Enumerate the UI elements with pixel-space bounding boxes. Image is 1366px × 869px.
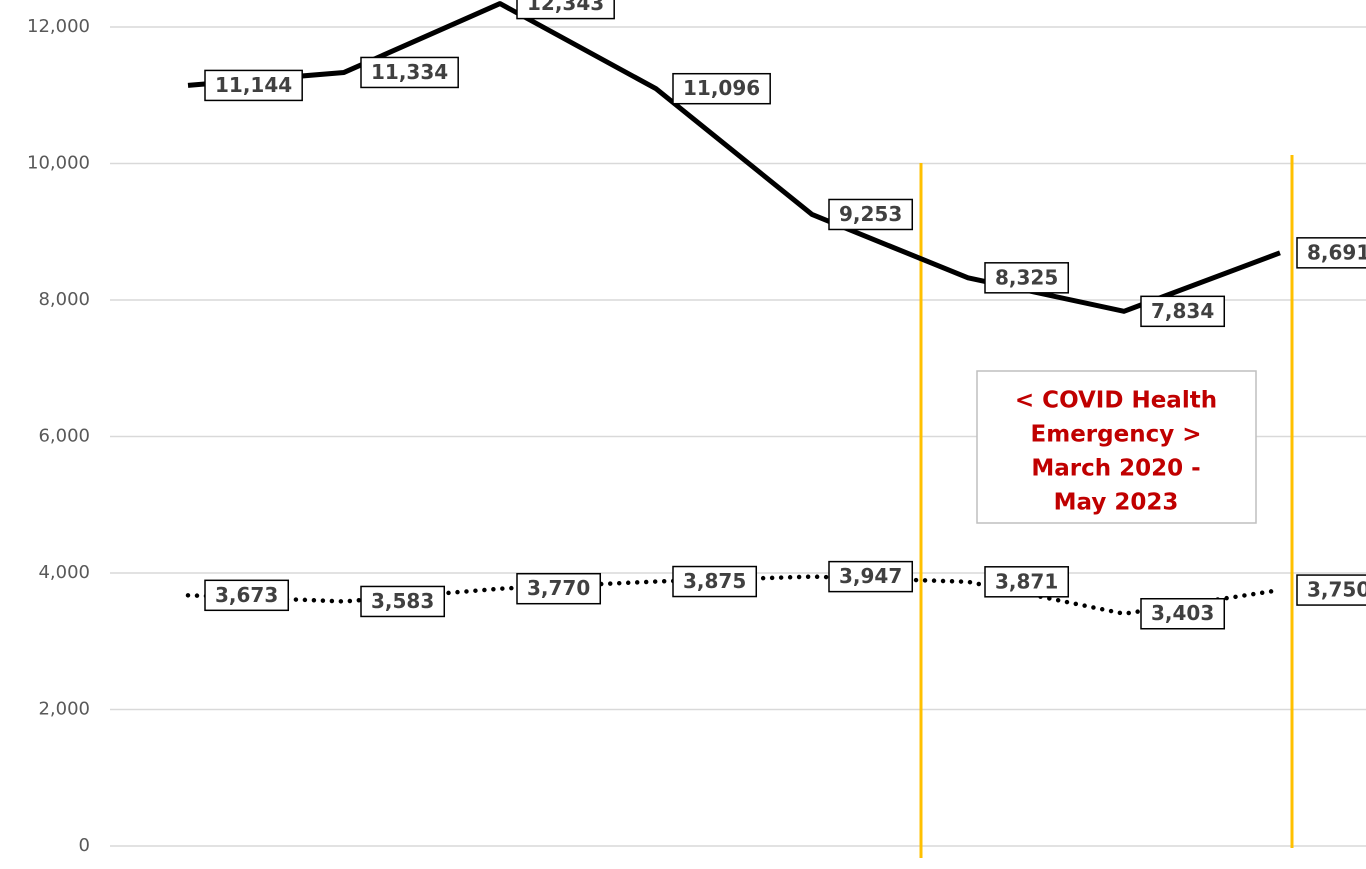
value-label-box: [1296, 237, 1366, 269]
value-label-box: [828, 198, 914, 231]
y-tick-label: 12,000: [27, 16, 90, 37]
value-label-box: [672, 565, 758, 598]
value-label-box: [360, 585, 446, 618]
series-line: [187, 1, 1281, 314]
value-label: 3,403: [1151, 601, 1214, 625]
value-label-box: [1140, 295, 1226, 328]
value-label-box: [984, 566, 1070, 598]
x-tick-label: FY23: [1258, 867, 1302, 869]
x-tick-label: FY19: [634, 867, 678, 869]
value-label-box: [516, 572, 602, 605]
value-label: 3,750: [1307, 578, 1366, 602]
y-tick-label: 4,000: [38, 562, 90, 583]
annotation-text: May 2023: [1054, 490, 1179, 516]
y-tick-label: 2,000: [38, 699, 90, 720]
value-label-box: [984, 262, 1070, 294]
value-label: 3,871: [995, 569, 1058, 593]
value-label-box: [672, 72, 771, 105]
value-label: 12,343: [527, 0, 604, 15]
value-label: 8,691: [1307, 240, 1366, 264]
value-label: 3,875: [683, 569, 746, 593]
value-label-box: [828, 560, 914, 593]
value-label-box: [204, 579, 290, 612]
annotation-text: March 2020 -: [1031, 456, 1200, 482]
y-tick-label: 0: [79, 835, 90, 856]
value-label-box: [516, 0, 615, 20]
x-tick-label: FY22: [1102, 867, 1146, 869]
value-label: 3,947: [839, 564, 902, 588]
y-tick-label: 6,000: [38, 426, 90, 447]
value-label: 11,334: [371, 60, 448, 84]
value-label-box: [1296, 574, 1366, 606]
x-tick-label: FY20: [790, 867, 834, 869]
annotation-text: < COVID Health: [1015, 388, 1217, 414]
value-label: 9,253: [839, 202, 902, 226]
x-tick-label: FY16: [166, 867, 210, 869]
value-label: 3,583: [371, 589, 434, 613]
value-label: 3,673: [215, 583, 278, 607]
y-tick-label: 8,000: [38, 289, 90, 310]
value-label-box: [1140, 597, 1226, 630]
value-label: 3,770: [527, 576, 590, 600]
x-tick-label: FY17: [322, 867, 366, 869]
value-label: 7,834: [1151, 299, 1214, 323]
x-tick-label: FY21: [946, 867, 990, 869]
x-tick-label: FY18: [478, 867, 522, 869]
value-label-box: [204, 69, 303, 102]
value-label: 11,144: [215, 73, 292, 97]
value-label: 8,325: [995, 265, 1058, 289]
value-label: 11,096: [683, 76, 760, 100]
y-tick-label: 10,000: [27, 153, 90, 174]
annotation-box: [976, 370, 1257, 524]
value-label-box: [360, 56, 459, 89]
annotation-text: Emergency >: [1031, 422, 1202, 448]
